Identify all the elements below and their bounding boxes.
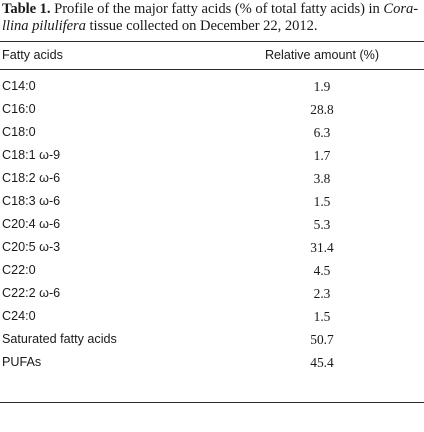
table-header-row: Fatty acids Relative amount (%) <box>0 46 424 66</box>
relative-amount-value: 4.5 <box>313 263 331 278</box>
relative-amount-value: 1.5 <box>313 194 331 209</box>
fatty-acid-name: PUFAs <box>2 355 42 369</box>
table-row: C16:0 28.8 <box>0 99 424 122</box>
relative-amount-value: 5.3 <box>313 217 331 232</box>
table-caption: Table 1. Profile of the major fatty acid… <box>2 1 420 35</box>
fatty-acid-name: C20:4 ω-6 <box>2 217 61 231</box>
table-body: C14:0 1.9 C16:0 28.8 C18:0 6.3 C18:1 ω-9… <box>0 76 424 375</box>
fatty-acid-name: C18:1 ω-9 <box>2 148 61 162</box>
fatty-acid-name: C22:2 ω-6 <box>2 286 61 300</box>
caption-text-after: tissue collected on December 22, 2012. <box>85 18 318 34</box>
relative-amount-value: 50.7 <box>310 332 334 347</box>
table-row: C18:3 ω-6 1.5 <box>0 191 424 214</box>
species-name-part1: Cora- <box>383 1 419 17</box>
relative-amount-value: 2.3 <box>313 286 331 301</box>
fatty-acid-name: C14:0 <box>2 79 36 93</box>
table-row: C20:5 ω-3 31.4 <box>0 237 424 260</box>
header-relative-amount: Relative amount (%) <box>264 48 380 62</box>
table-row: PUFAs 45.4 <box>0 352 424 375</box>
table-row: C22:2 ω-6 2.3 <box>0 283 424 306</box>
table-row: C20:4 ω-6 5.3 <box>0 214 424 237</box>
table-bottom-rule <box>0 402 424 403</box>
relative-amount-value: 1.9 <box>313 79 331 94</box>
table-label: Table 1. <box>2 1 51 17</box>
fatty-acid-name: C22:0 <box>2 263 36 277</box>
relative-amount-value: 31.4 <box>310 240 334 255</box>
header-fatty-acids: Fatty acids <box>2 48 63 62</box>
table-top-rule <box>0 41 424 42</box>
table-row: C24:0 1.5 <box>0 306 424 329</box>
relative-amount-value: 6.3 <box>313 125 331 140</box>
table-row: C18:2 ω-6 3.8 <box>0 168 424 191</box>
relative-amount-value: 1.7 <box>313 148 331 163</box>
table-row: C18:1 ω-9 1.7 <box>0 145 424 168</box>
fatty-acid-name: C18:0 <box>2 125 36 139</box>
table-row: C14:0 1.9 <box>0 76 424 99</box>
caption-text-before: Profile of the major fatty acids (% of t… <box>50 1 384 17</box>
relative-amount-value: 45.4 <box>310 355 334 370</box>
table-row: C22:0 4.5 <box>0 260 424 283</box>
species-name-part2: llina pilulifera <box>2 18 86 34</box>
fatty-acid-name: C18:3 ω-6 <box>2 194 61 208</box>
fatty-acid-name: C18:2 ω-6 <box>2 171 61 185</box>
table-header-rule <box>0 69 424 70</box>
table-row: Saturated fatty acids 50.7 <box>0 329 424 352</box>
relative-amount-value: 3.8 <box>313 171 331 186</box>
relative-amount-value: 1.5 <box>313 309 331 324</box>
fatty-acid-name: Saturated fatty acids <box>2 332 117 346</box>
fatty-acid-name: C16:0 <box>2 102 36 116</box>
table-row: C18:0 6.3 <box>0 122 424 145</box>
relative-amount-value: 28.8 <box>310 102 334 117</box>
fatty-acid-name: C20:5 ω-3 <box>2 240 61 254</box>
fatty-acid-name: C24:0 <box>2 309 36 323</box>
